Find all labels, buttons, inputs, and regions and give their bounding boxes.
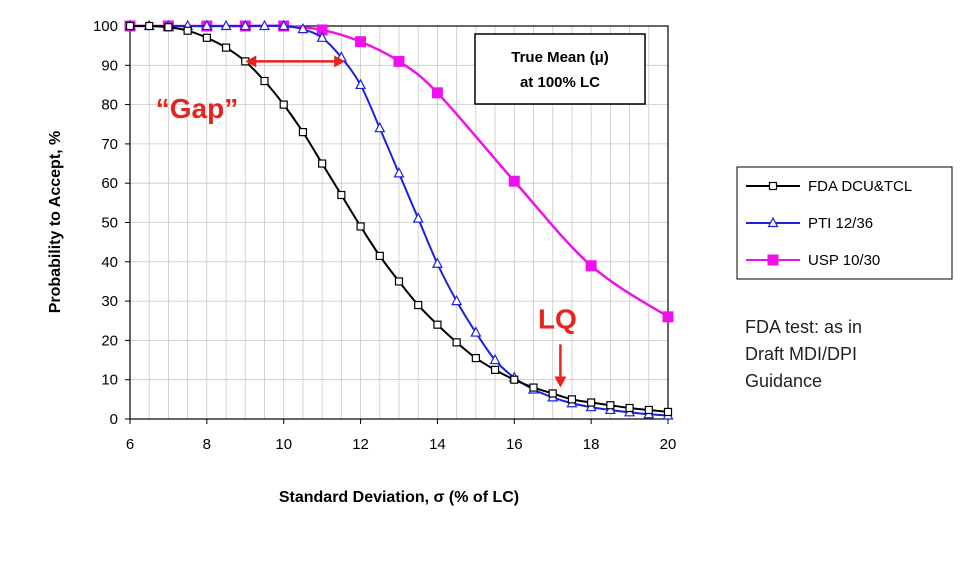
fda-test-note-line2: Draft MDI/DPI [745,344,857,364]
y-tick-label: 80 [101,97,118,114]
series-point [471,353,480,363]
series-point [202,33,211,42]
series-point [356,222,365,231]
series-point [431,87,443,99]
legend-swatch-marker [767,216,779,228]
lq-label: LQ [538,303,577,334]
gap-label: “Gap” [156,93,238,124]
y-tick-label: 20 [101,332,118,349]
series-point [239,19,251,31]
series-point [278,19,290,31]
x-tick-label: 14 [429,436,446,453]
gap-arrow-head-right [334,55,346,68]
series-point [394,277,404,286]
series-point [510,375,519,384]
series-point [355,78,367,90]
series-point [221,43,231,52]
series-point [393,167,405,178]
y-tick-label: 90 [101,57,118,74]
x-tick-label: 18 [583,436,600,453]
gap-arrow-head-left [245,55,257,68]
series-point [433,320,442,329]
series-point [508,175,520,187]
series-point [375,251,384,261]
fda-test-note-line1: FDA test: as in [745,317,862,337]
series-point [297,22,309,34]
series-point [298,128,308,137]
series-point [393,55,405,67]
legend-swatch-marker [768,181,778,191]
y-tick-label: 50 [101,215,118,232]
legend-label: PTI 12/36 [808,215,873,232]
x-tick-label: 10 [275,436,292,453]
y-tick-label: 100 [93,18,118,35]
annotations: “Gap” LQ [156,55,577,388]
series-point [259,19,270,31]
series-0 [125,21,673,417]
x-axis-title: Standard Deviation, σ (% of LC) [279,489,519,506]
series-point [662,311,674,323]
series-layer [124,19,674,420]
x-tick-label: 16 [506,436,523,453]
series-point [183,26,192,35]
y-axis-title: Probability to Accept, % [47,131,64,314]
series-point [164,23,173,32]
fda-test-note: FDA test: as in Draft MDI/DPI Guidance [745,317,862,391]
series-point [625,403,634,413]
y-tick-label: 0 [110,411,118,428]
x-tick-label: 12 [352,436,369,453]
series-point [663,407,673,417]
y-tick-label: 60 [101,175,118,192]
x-tick-label: 8 [203,436,211,453]
series-point [279,100,288,109]
series-point [644,405,653,415]
series-point [606,401,615,410]
fda-test-note-line3: Guidance [745,371,822,391]
series-point [355,36,367,48]
y-tick-label: 70 [101,136,118,153]
legend: FDA DCU&TCL PTI 12/36 USP 10/30 [736,166,953,280]
legend-label: USP 10/30 [808,252,880,269]
series-point [529,383,538,392]
series-point [220,19,232,31]
true-mean-box: True Mean (μ) at 100% LC [474,33,646,105]
series-point [260,76,269,86]
series-point [452,338,461,347]
series-point [414,300,423,310]
lq-arrow-head [554,376,567,388]
series-point [567,395,577,404]
series-point [587,398,596,407]
legend-swatch-marker [767,254,779,266]
legend-label: FDA DCU&TCL [808,178,912,195]
series-point [125,21,135,31]
series-point [470,326,482,337]
series-point [201,19,213,31]
series-point [145,21,154,31]
x-axis-ticks: 6 8 10 12 14 16 18 20 [126,419,677,453]
y-tick-label: 40 [101,254,118,271]
series-point [374,121,386,133]
true-mean-box-line2: at 100% LC [520,74,600,91]
series-point [490,365,500,374]
series-point [318,159,327,168]
grid [130,26,668,419]
true-mean-box-line1: True Mean (μ) [511,49,609,66]
series-point [431,257,443,268]
y-axis-ticks: 0 10 20 30 40 50 60 70 80 90 100 [93,18,130,428]
x-tick-label: 20 [660,436,677,453]
y-tick-label: 30 [101,293,118,310]
series-point [548,389,557,398]
series-point [489,353,501,365]
series-point [316,31,328,42]
series-point [585,260,597,272]
series-point [337,190,346,200]
series-point [412,212,424,223]
x-tick-label: 6 [126,436,134,453]
series-point [451,294,463,306]
y-tick-label: 10 [101,372,118,389]
